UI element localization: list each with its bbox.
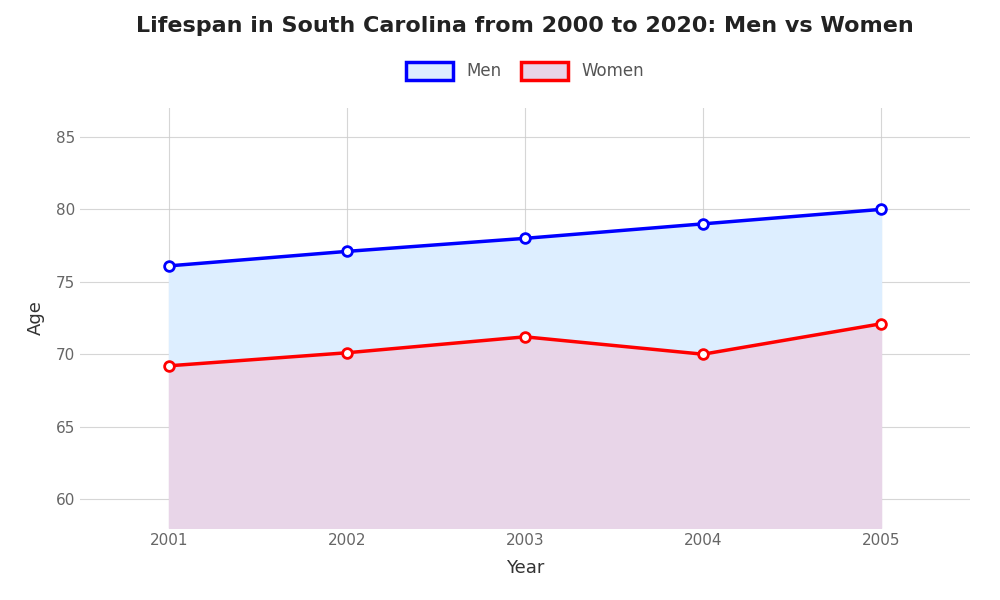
Legend: Men, Women: Men, Women: [406, 62, 644, 80]
Title: Lifespan in South Carolina from 2000 to 2020: Men vs Women: Lifespan in South Carolina from 2000 to …: [136, 16, 914, 35]
X-axis label: Year: Year: [506, 559, 544, 577]
Y-axis label: Age: Age: [27, 301, 45, 335]
